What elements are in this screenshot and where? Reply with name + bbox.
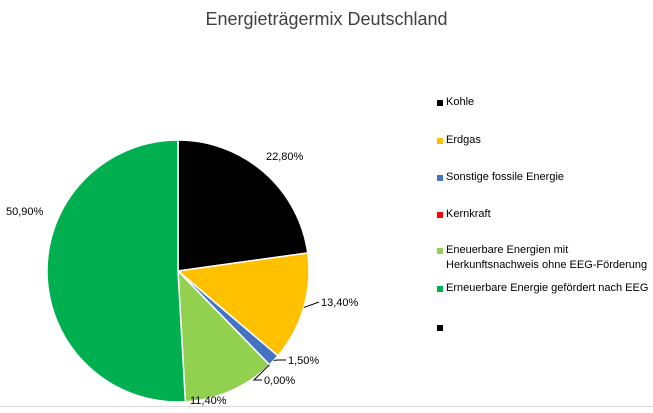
pie-slice <box>46 139 187 403</box>
pie-slice <box>177 139 309 272</box>
chart-title: Energieträgermix Deutschland <box>205 9 448 29</box>
legend-label: Erneuerbare Energie gefördert nach EEG <box>446 282 649 294</box>
data-label: 50,90% <box>6 206 44 218</box>
data-label: 11,40% <box>190 395 227 407</box>
legend-label: Sonstige fossile Energie <box>446 171 565 183</box>
data-label: 22,80% <box>266 151 304 163</box>
legend-label: Kernkraft <box>446 208 491 220</box>
data-label: 0,00% <box>264 375 295 387</box>
legend-label: Kohle <box>446 96 475 108</box>
legend-swatch <box>437 286 443 292</box>
legend-swatch <box>437 100 443 106</box>
data-label: 13,40% <box>321 297 359 309</box>
pie-slice <box>176 252 310 357</box>
data-label: 1,50% <box>288 355 319 367</box>
legend-swatch <box>437 138 443 144</box>
legend-label: Erdgas <box>446 134 481 146</box>
legend-swatch <box>437 248 443 254</box>
bottom-divider <box>0 406 653 407</box>
legend-swatch <box>437 212 443 218</box>
label-leader-line <box>303 301 320 309</box>
legend-label: Eneuerbare Energien mit Herkunftsnachwei… <box>446 244 648 271</box>
legend-swatch <box>437 325 443 331</box>
legend-swatch <box>437 175 443 181</box>
label-leader-line <box>252 364 270 381</box>
